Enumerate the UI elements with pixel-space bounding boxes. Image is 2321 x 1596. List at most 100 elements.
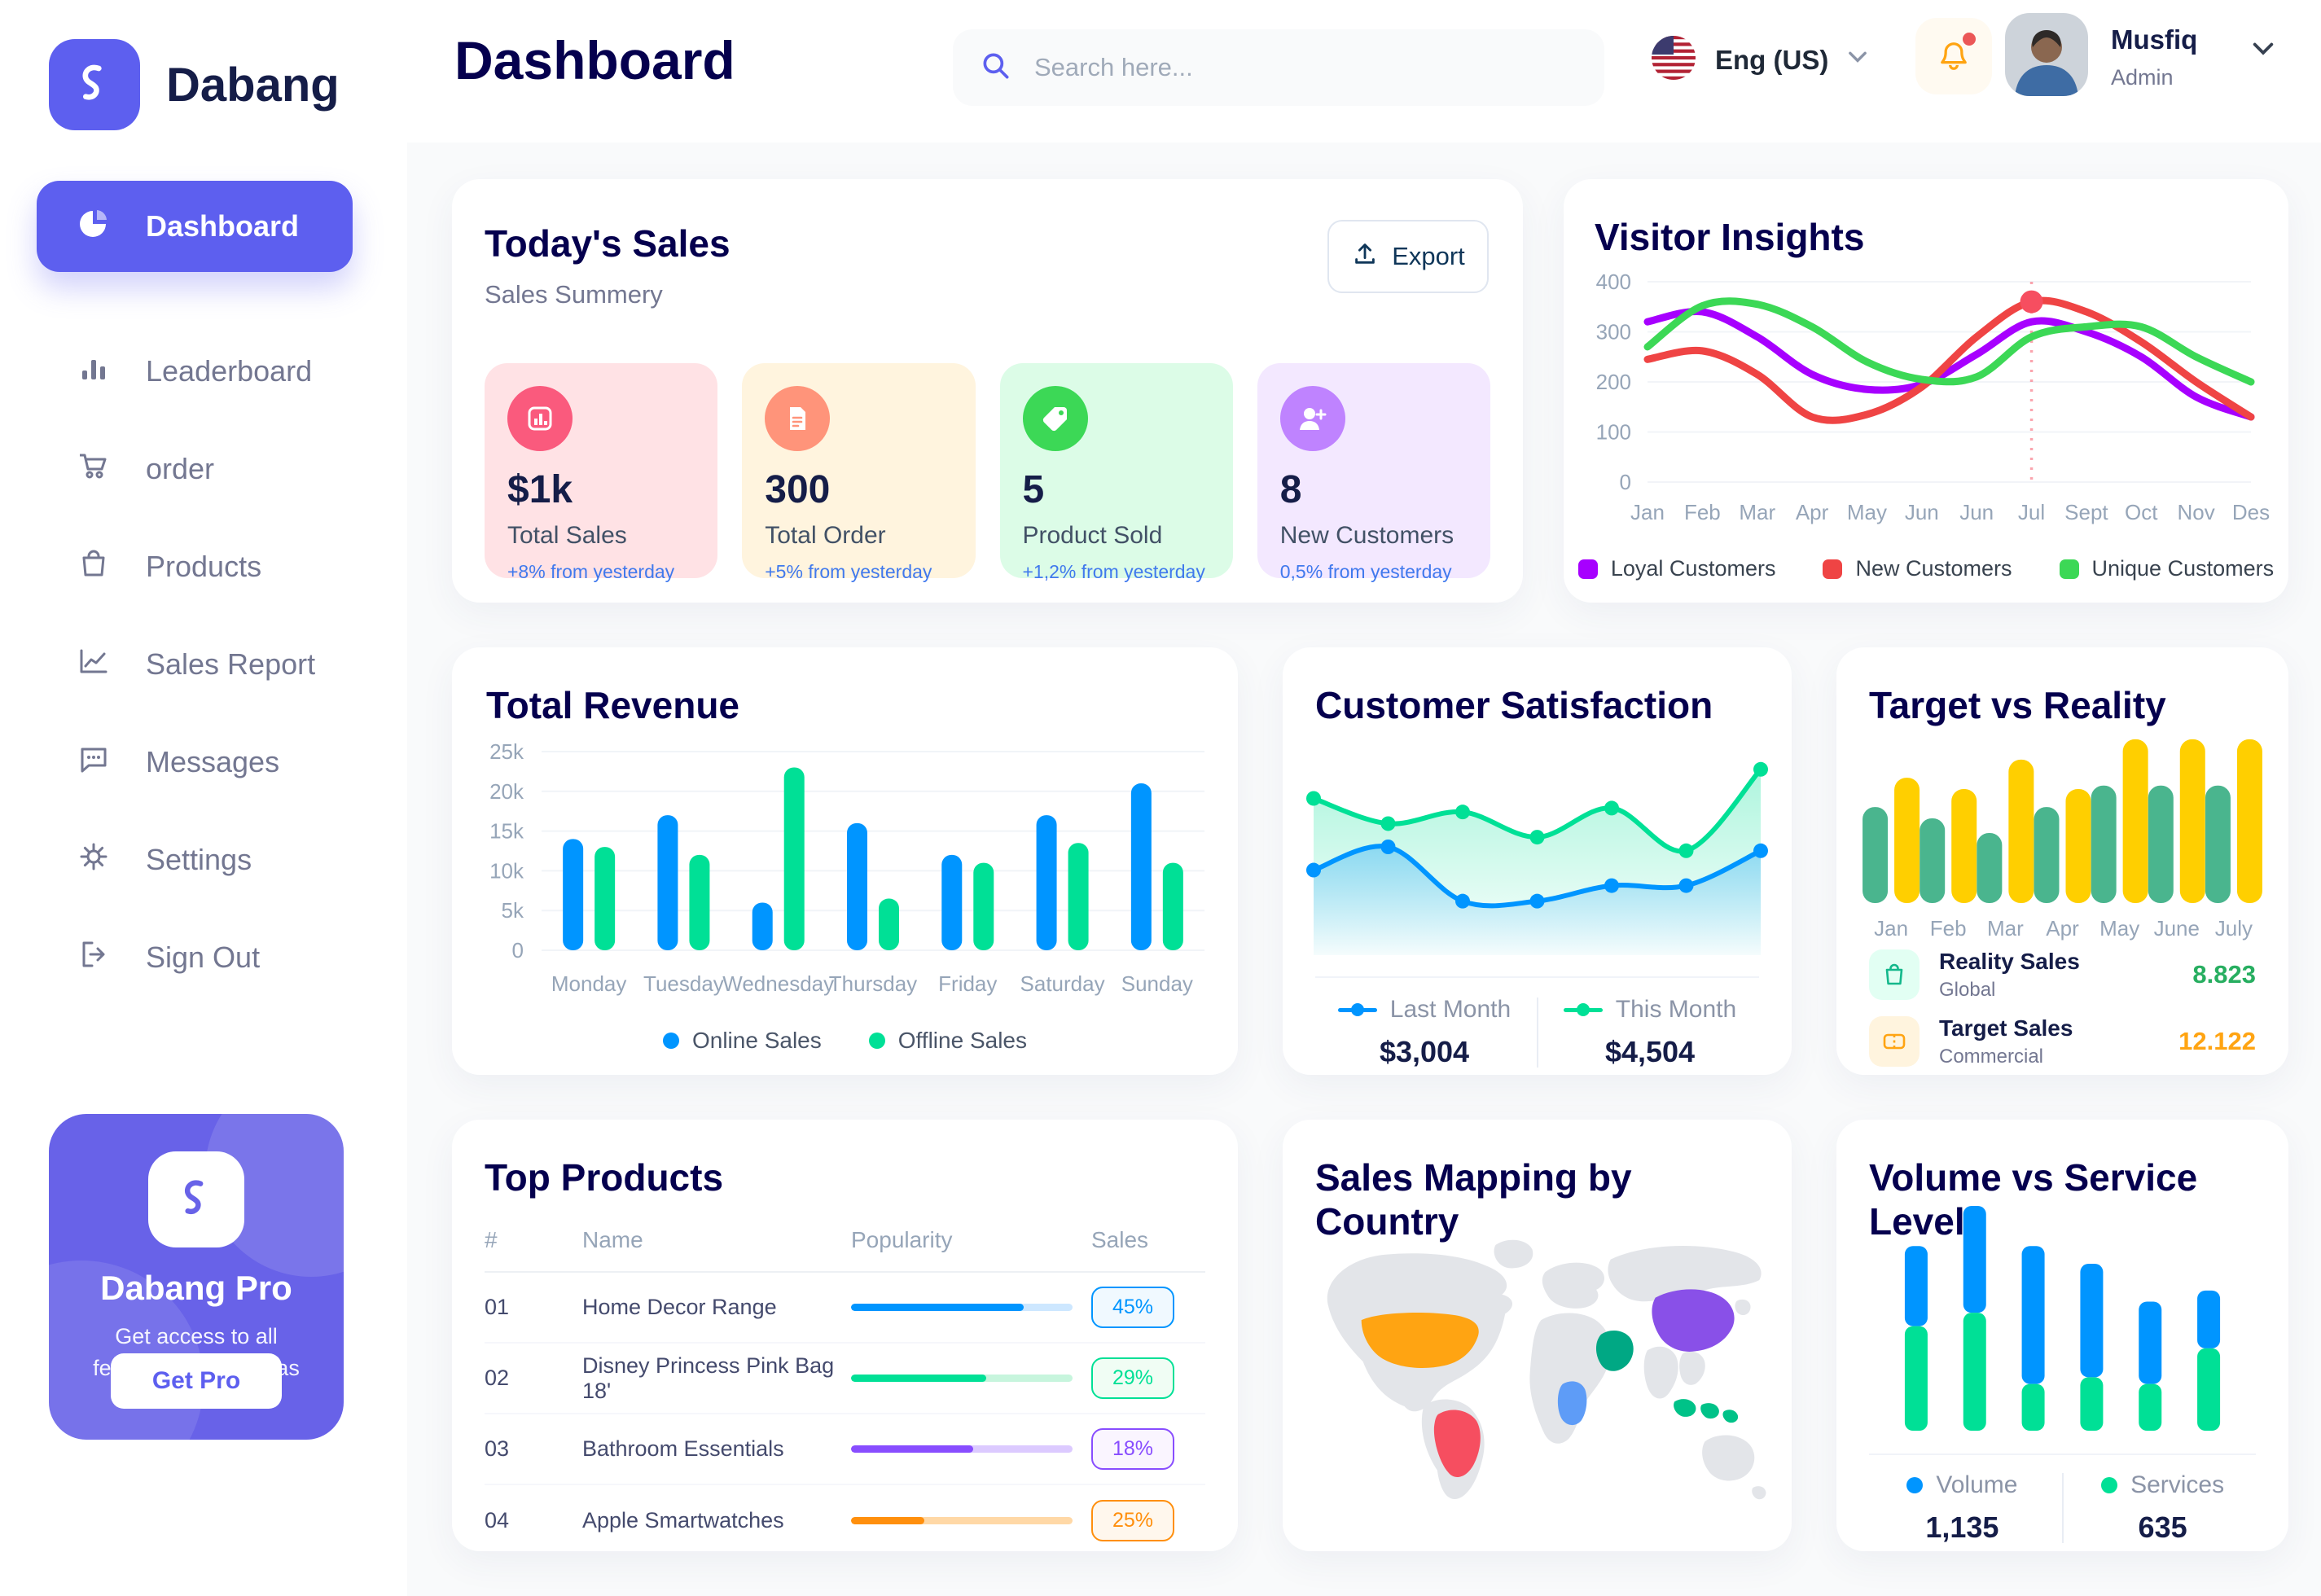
country-saudi-arabia[interactable] [1595,1331,1634,1371]
sidebar-item-dashboard[interactable]: Dashboard [37,181,353,272]
svg-text:Mar: Mar [1987,916,2024,940]
total-revenue-card: Total Revenue 0 5k 10k 15k 20k 25k Monday Tuesd… [452,647,1238,1075]
svg-text:Jun: Jun [1959,500,1994,524]
card-title: Today's Sales [485,222,731,265]
sidebar-item-leaderboard[interactable]: Leaderboard [37,326,353,417]
svg-text:May: May [2099,916,2139,940]
stat-label: Total Order [765,522,886,549]
legend-label: This Month [1615,996,1737,1023]
logo: Dabang [49,39,340,130]
greenland [1494,1239,1533,1269]
total-revenue-legend: Online Sales Offline Sales [452,1028,1238,1054]
svg-text:Sept: Sept [2064,500,2108,524]
table-row[interactable]: 04 Apple Smartwatches 25% [485,1485,1205,1556]
user-avatar[interactable] [2005,13,2088,96]
card-title: Total Revenue [486,684,739,726]
stat-value: 300 [765,468,831,511]
export-label: Export [1392,242,1465,270]
card-title: Sales Mapping by Country [1315,1156,1632,1243]
country-brazil[interactable] [1433,1410,1481,1478]
user-plus-icon [1279,386,1345,451]
svg-text:25k: 25k [489,739,524,764]
stat-label: Total Sales [507,522,627,549]
svg-text:10k: 10k [489,858,524,883]
row-number: 03 [485,1436,510,1461]
country-dr-congo[interactable] [1557,1381,1587,1426]
row-number: 01 [485,1295,510,1319]
notification-dot [1963,33,1976,46]
sidebar-item-sign-out[interactable]: Sign Out [37,912,353,1003]
table-row[interactable]: 03 Bathroom Essentials 18% [485,1414,1205,1485]
card-title: Target vs Reality [1869,684,2166,726]
row-number: 02 [485,1366,510,1390]
sales-badge: 29% [1091,1357,1175,1399]
legend-label: Unique Customers [2091,556,2275,581]
svg-text:Des: Des [2232,500,2270,524]
world-map [1305,1214,1769,1522]
column-popularity: Popularity [851,1227,953,1252]
visitor-insights-card: Visitor Insights 0 100 200 300 400 Jan Feb Mar A… [1564,179,2288,603]
sidebar-item-label: Sales Report [146,647,316,681]
language-label: Eng (US) [1715,44,1829,75]
stat-delta: +5% from yesterday [765,561,932,582]
stat-value: 5 [1022,468,1045,511]
line-chart-icon [76,643,112,686]
sidebar-item-label: Settings [146,843,252,876]
svg-text:Sunday: Sunday [1121,971,1193,996]
sidebar-item-label: Dashboard [146,209,300,243]
popularity-bar [851,1304,1073,1311]
column-sales: Sales [1091,1227,1149,1252]
japan [1735,1299,1751,1316]
legend-label: New Customers [1855,556,2012,581]
popularity-bar [851,1517,1073,1524]
chevron-down-icon [1848,51,1867,68]
legend-total: 1,135 [1925,1510,1999,1544]
user-name: Musfiq [2111,24,2198,55]
sidebar-item-sales-report[interactable]: Sales Report [37,619,353,710]
country-china[interactable] [1652,1289,1735,1352]
pro-card-title: Dabang Pro [100,1269,292,1307]
get-pro-button[interactable]: Get Pro [111,1353,282,1409]
language-selector[interactable]: Eng (US) [1652,36,1867,84]
svg-text:Tuesday: Tuesday [643,971,724,996]
australia [1702,1435,1755,1481]
target-vs-reality-card: Target vs Reality Jan Feb Mar Apr May June Jul… [1836,647,2288,1075]
gear-icon [76,839,112,882]
sign-out-icon [76,936,112,980]
product-name: Apple Smartwatches [582,1508,784,1532]
africa [1529,1313,1612,1444]
message-icon [76,741,112,784]
legend-subtitle: Global [1939,978,1996,1001]
search-icon [979,49,1013,87]
sidebar-item-label: Products [146,550,262,583]
legend-total: 635 [2138,1510,2187,1544]
card-title: Volume vs Service Level [1869,1156,2198,1243]
sidebar-item-messages[interactable]: Messages [37,717,353,808]
svg-text:Feb: Feb [1930,916,1967,940]
sidebar-item-settings[interactable]: Settings [37,814,353,905]
stats-row: $1k Total Sales +8% from yesterday 300 T… [485,363,1490,582]
notifications-button[interactable] [1915,18,1992,94]
svg-text:20k: 20k [489,779,524,804]
search-input[interactable] [1034,53,1578,82]
svg-text:15k: 15k [489,819,524,844]
legend-label: Services [2130,1471,2225,1498]
svg-text:Saturday: Saturday [1020,971,1105,996]
visitor-insights-legend: Loyal Customers New Customers Unique Cus… [1564,556,2288,581]
total-revenue-chart: 0 5k 10k 15k 20k 25k Monday Tuesday Wednesday Thu… [470,730,1219,1014]
country-usa[interactable] [1361,1312,1479,1368]
svg-text:Jan: Jan [1874,916,1908,940]
table-header: # Name Popularity Sales [485,1227,1205,1273]
line-dot-marker [1337,1003,1377,1016]
sidebar-item-order[interactable]: order [37,423,353,515]
table-row[interactable]: 01 Home Decor Range 45% [485,1273,1205,1344]
table-row[interactable]: 02 Disney Princess Pink Bag 18' 29% [485,1344,1205,1414]
popularity-bar [851,1375,1073,1382]
legend-label: Volume [1936,1471,2018,1498]
profile-chevron-down-icon[interactable] [2253,42,2274,61]
new-zealand [1752,1486,1766,1500]
export-button[interactable]: Export [1327,220,1489,293]
sidebar-item-products[interactable]: Products [37,521,353,612]
country-indonesia[interactable] [1674,1399,1739,1423]
asia [1608,1246,1762,1302]
